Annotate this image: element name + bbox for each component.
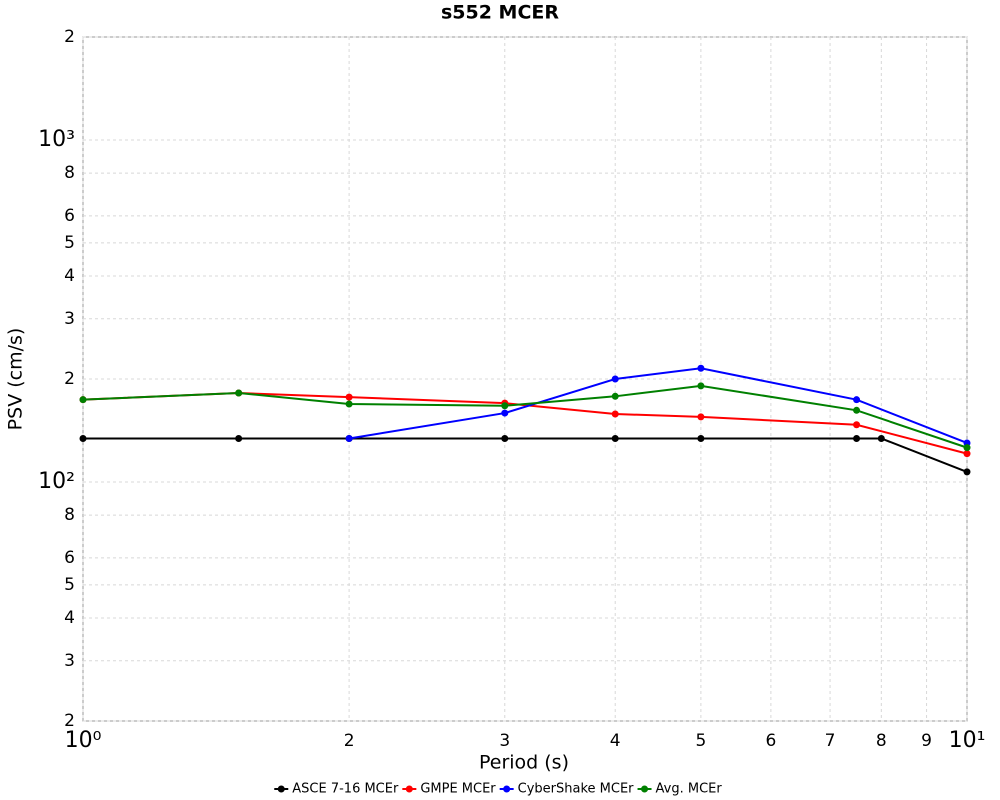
series-line bbox=[82, 392, 968, 455]
legend: ASCE 7-16 MCEr GMPE MCEr CyberShake MCEr Av… bbox=[274, 782, 722, 797]
x-tick-label: 8 bbox=[876, 731, 887, 751]
data-point bbox=[697, 434, 705, 442]
data-point bbox=[853, 396, 861, 404]
x-tick-label: 2 bbox=[344, 731, 355, 751]
y-tick-label: 3 bbox=[64, 651, 75, 671]
data-point bbox=[697, 413, 705, 421]
x-tick-label: 10¹ bbox=[949, 728, 986, 753]
data-point bbox=[853, 421, 861, 429]
chart-title: s552 MCER bbox=[441, 2, 559, 24]
data-point bbox=[501, 434, 509, 442]
y-tick-label: 8 bbox=[64, 505, 75, 525]
y-tick-label: 5 bbox=[64, 575, 75, 595]
legend-label: Avg. MCEr bbox=[656, 782, 723, 797]
x-tick-label: 5 bbox=[695, 731, 706, 751]
data-point bbox=[963, 468, 971, 476]
data-point bbox=[501, 402, 509, 410]
x-tick-label: 3 bbox=[499, 731, 510, 751]
y-tick-label: 10² bbox=[38, 469, 75, 494]
data-point bbox=[963, 450, 971, 458]
data-point bbox=[501, 409, 509, 417]
legend-label: GMPE MCEr bbox=[420, 782, 496, 797]
y-tick-label: 2 bbox=[64, 27, 75, 47]
data-point bbox=[345, 393, 353, 401]
data-point bbox=[963, 444, 971, 452]
x-tick-label: 9 bbox=[921, 731, 932, 751]
y-tick-label: 6 bbox=[64, 206, 75, 226]
data-point bbox=[79, 434, 87, 442]
data-point bbox=[853, 434, 861, 442]
y-tick-label: 2 bbox=[64, 711, 75, 731]
legend-label: CyberShake MCEr bbox=[518, 782, 635, 797]
legend-swatch-dot bbox=[503, 785, 511, 793]
data-point bbox=[611, 375, 619, 383]
data-point bbox=[79, 396, 87, 404]
x-tick-label: 4 bbox=[610, 731, 621, 751]
y-tick-label: 5 bbox=[64, 233, 75, 253]
data-point bbox=[611, 392, 619, 400]
y-tick-label: 3 bbox=[64, 309, 75, 329]
legend-swatch-dot bbox=[277, 785, 285, 793]
x-tick-label: 10⁰ bbox=[65, 728, 102, 753]
data-point bbox=[345, 434, 353, 442]
y-tick-label: 4 bbox=[64, 608, 75, 628]
x-tick-label: 7 bbox=[825, 731, 836, 751]
y-tick-label: 2 bbox=[64, 369, 75, 389]
x-axis-label: Period (s) bbox=[479, 752, 569, 774]
data-point bbox=[697, 382, 705, 390]
legend-swatch-dot bbox=[641, 785, 649, 793]
series-line bbox=[83, 437, 968, 473]
data-point bbox=[611, 434, 619, 442]
data-point bbox=[697, 364, 705, 372]
data-point bbox=[877, 434, 885, 442]
legend-label: ASCE 7-16 MCEr bbox=[292, 782, 399, 797]
y-tick-label: 6 bbox=[64, 548, 75, 568]
series-line bbox=[82, 384, 968, 449]
data-point bbox=[235, 434, 243, 442]
data-point bbox=[853, 406, 861, 414]
data-point bbox=[345, 400, 353, 408]
y-axis-label: PSV (cm/s) bbox=[5, 328, 27, 431]
y-tick-label: 4 bbox=[64, 266, 75, 286]
data-point bbox=[235, 389, 243, 397]
y-tick-label: 8 bbox=[64, 163, 75, 183]
series-line bbox=[348, 367, 968, 444]
y-tick-label: 10³ bbox=[38, 127, 75, 152]
data-point bbox=[611, 410, 619, 418]
legend-swatch-dot bbox=[405, 785, 413, 793]
x-tick-label: 6 bbox=[765, 731, 776, 751]
